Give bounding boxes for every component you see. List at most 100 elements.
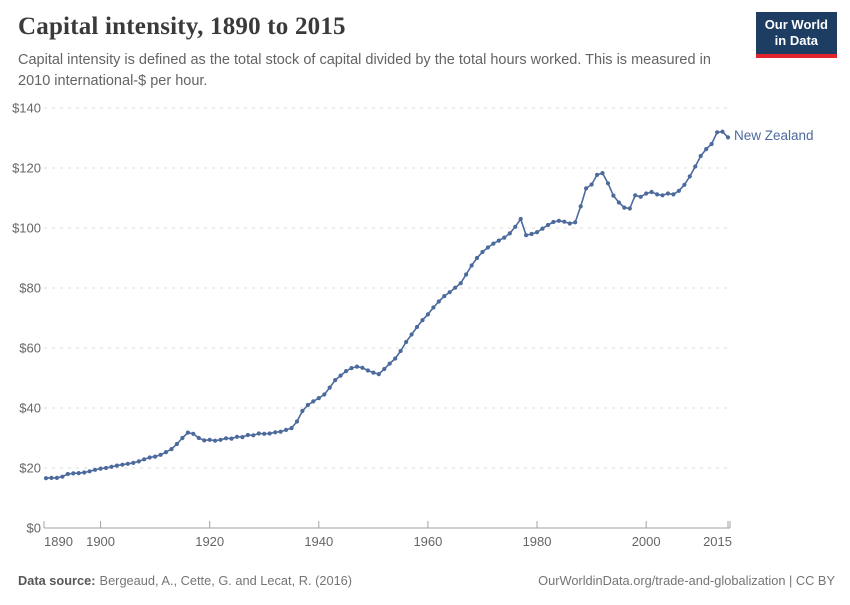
data-point-1917[interactable] [191, 431, 196, 436]
data-point-1926[interactable] [240, 435, 245, 440]
data-point-1962[interactable] [436, 299, 441, 304]
data-point-1979[interactable] [529, 231, 534, 237]
data-point-1990[interactable] [589, 182, 594, 187]
data-point-1971[interactable] [485, 245, 490, 250]
data-point-1922[interactable] [218, 437, 223, 442]
data-point-1943[interactable] [333, 378, 338, 383]
data-point-1982[interactable] [545, 222, 551, 228]
data-point-1910[interactable] [153, 454, 158, 459]
data-point-1907[interactable] [136, 459, 141, 464]
data-point-1993[interactable] [605, 181, 611, 186]
data-point-1931[interactable] [267, 431, 272, 436]
data-point-1966[interactable] [458, 281, 463, 286]
data-point-1894[interactable] [65, 471, 70, 477]
data-point-1905[interactable] [125, 461, 130, 466]
data-point-1983[interactable] [551, 219, 556, 225]
data-point-1918[interactable] [196, 435, 201, 441]
data-point-1902[interactable] [109, 464, 114, 469]
data-point-1985[interactable] [562, 219, 567, 224]
data-point-1934[interactable] [284, 427, 289, 432]
data-point-1920[interactable] [207, 437, 212, 442]
data-point-2008[interactable] [687, 174, 692, 179]
data-point-1955[interactable] [398, 348, 403, 354]
data-point-1941[interactable] [322, 392, 327, 397]
data-point-1897[interactable] [82, 470, 87, 475]
data-point-1968[interactable] [469, 263, 474, 268]
data-point-1944[interactable] [338, 373, 343, 378]
owid-url-link[interactable]: OurWorldinData.org/trade-and-globalizati… [538, 573, 786, 588]
data-point-1923[interactable] [223, 436, 229, 441]
data-point-1936[interactable] [294, 419, 300, 424]
data-point-1963[interactable] [442, 294, 447, 299]
data-point-2001[interactable] [649, 189, 654, 195]
data-point-1946[interactable] [349, 366, 354, 371]
data-point-1908[interactable] [142, 457, 147, 462]
data-point-1947[interactable] [354, 364, 360, 369]
data-point-1939[interactable] [311, 399, 316, 404]
data-point-1980[interactable] [534, 230, 540, 235]
data-point-1987[interactable] [573, 220, 578, 225]
data-point-1976[interactable] [513, 224, 518, 229]
data-point-1921[interactable] [213, 438, 218, 443]
data-point-1898[interactable] [87, 469, 92, 474]
data-point-2010[interactable] [698, 153, 703, 159]
data-point-1952[interactable] [382, 366, 387, 372]
data-point-1914[interactable] [174, 441, 179, 447]
data-point-2015[interactable] [725, 135, 731, 140]
line-series-new-zealand[interactable] [45, 130, 729, 479]
data-point-1945[interactable] [344, 369, 349, 374]
data-point-1919[interactable] [202, 438, 207, 443]
data-point-1911[interactable] [158, 452, 163, 457]
data-point-1991[interactable] [595, 172, 600, 177]
data-point-1890[interactable] [43, 476, 49, 481]
data-point-1900[interactable] [98, 466, 103, 471]
data-point-1995[interactable] [616, 200, 622, 205]
data-point-2006[interactable] [676, 188, 682, 193]
data-point-1949[interactable] [365, 368, 370, 373]
data-point-2005[interactable] [671, 192, 676, 197]
data-point-1986[interactable] [567, 221, 572, 226]
data-point-2003[interactable] [660, 193, 665, 198]
data-point-1903[interactable] [114, 463, 119, 468]
data-point-1974[interactable] [502, 235, 507, 240]
data-point-2014[interactable] [720, 129, 725, 134]
data-point-2011[interactable] [704, 147, 709, 152]
data-point-1954[interactable] [393, 356, 398, 361]
data-point-1958[interactable] [414, 324, 420, 330]
data-point-1915[interactable] [180, 435, 185, 441]
data-point-1967[interactable] [464, 272, 469, 277]
data-point-1940[interactable] [316, 396, 321, 401]
data-point-1989[interactable] [584, 186, 589, 191]
data-point-1953[interactable] [387, 361, 392, 366]
data-point-2009[interactable] [693, 164, 698, 169]
data-point-1933[interactable] [278, 429, 283, 434]
license-link[interactable]: CC BY [795, 573, 835, 588]
data-point-1929[interactable] [256, 431, 261, 436]
data-point-1938[interactable] [305, 402, 310, 408]
data-point-1924[interactable] [229, 436, 234, 441]
data-point-2002[interactable] [655, 192, 660, 197]
data-point-1925[interactable] [234, 434, 240, 439]
data-point-2007[interactable] [682, 182, 687, 187]
data-point-1951[interactable] [376, 372, 381, 377]
data-point-1996[interactable] [622, 205, 627, 210]
data-point-1956[interactable] [404, 339, 409, 345]
data-point-1950[interactable] [371, 370, 376, 375]
data-point-1959[interactable] [420, 318, 425, 323]
data-point-1895[interactable] [71, 471, 76, 476]
data-point-1965[interactable] [453, 285, 458, 290]
data-point-1994[interactable] [611, 193, 616, 198]
data-point-1981[interactable] [540, 226, 545, 231]
data-point-1999[interactable] [638, 194, 643, 199]
data-point-1904[interactable] [120, 462, 125, 467]
data-point-1975[interactable] [507, 231, 512, 236]
data-point-1928[interactable] [251, 433, 256, 438]
data-point-1899[interactable] [93, 467, 98, 472]
data-point-1930[interactable] [262, 431, 267, 436]
data-point-1927[interactable] [245, 432, 250, 438]
data-point-1964[interactable] [447, 290, 452, 295]
data-point-1932[interactable] [273, 430, 278, 435]
data-point-1896[interactable] [76, 471, 81, 476]
